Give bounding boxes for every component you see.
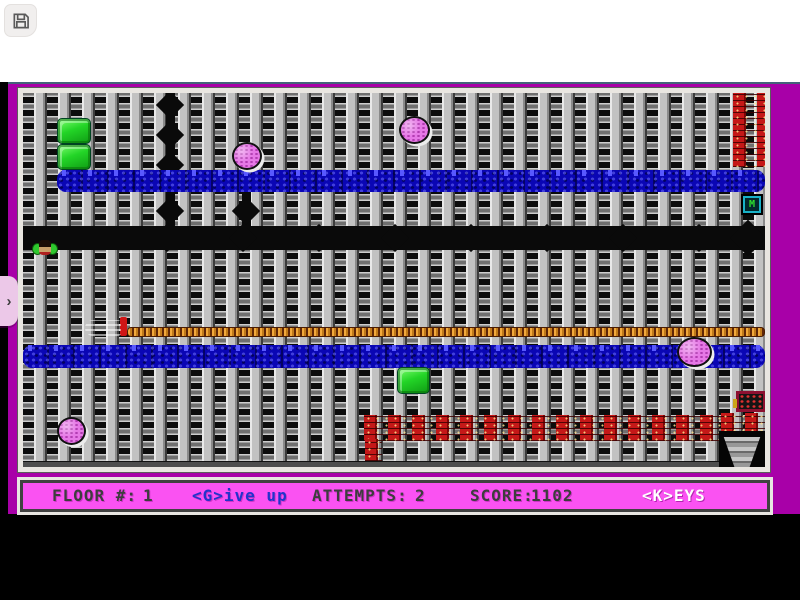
platform-upper [57,170,765,192]
pole-knob [231,196,261,226]
green-block [57,118,91,144]
game-screen-frame: M [18,88,770,472]
status-bar: FLOOR #: 1 <G>ive up ATTEMPTS: 2 SCORE: … [20,480,770,512]
attempts-value: 2 [415,486,426,505]
red-bricks-bottom-strip [364,415,732,441]
red-bricks-column [365,439,382,467]
give-up-hint: <G>ive up [192,486,288,505]
coiled-rope [127,327,765,337]
pink-ball [399,116,430,144]
player-character-sprite [32,239,58,261]
green-block [57,144,91,170]
red-bricks-top-right [733,93,765,167]
pink-ball [57,417,86,445]
keys-hint: <K>EYS [642,486,706,505]
floppy-disk-icon [13,13,29,28]
pink-vehicle-sprite [85,320,121,336]
score-value: 1102 [531,486,574,505]
attempts-label: ATTEMPTS: [312,486,408,505]
floor-bar [23,461,765,467]
side-panel-toggle[interactable]: › [0,276,18,326]
monitor-icon: M [743,196,761,213]
pole-knob [155,120,185,150]
green-block [397,367,430,394]
pink-ball [677,337,712,367]
score-label: SCORE: [470,486,534,505]
game-window: M FLOOR #: 1 <G>ive up ATTEMPTS: 2 SCORE… [8,82,800,514]
pole-knob [155,196,185,226]
monitor-glyph: M [748,199,756,210]
vehicle-nozzle [120,317,127,336]
chevron-right-icon: › [6,292,12,310]
pink-ball [232,142,262,170]
pole-knob [155,93,185,120]
top-toolbar [0,0,800,82]
platform-lower [23,345,765,368]
window-top-edge [8,82,800,84]
red-machine-sprite [733,391,765,412]
character-head [39,240,51,255]
floor-label: FLOOR #: [52,486,138,505]
game-playfield[interactable]: M [23,93,765,467]
machine-tab-left [733,399,737,408]
save-button[interactable] [4,4,37,37]
floor-value: 1 [143,486,154,505]
